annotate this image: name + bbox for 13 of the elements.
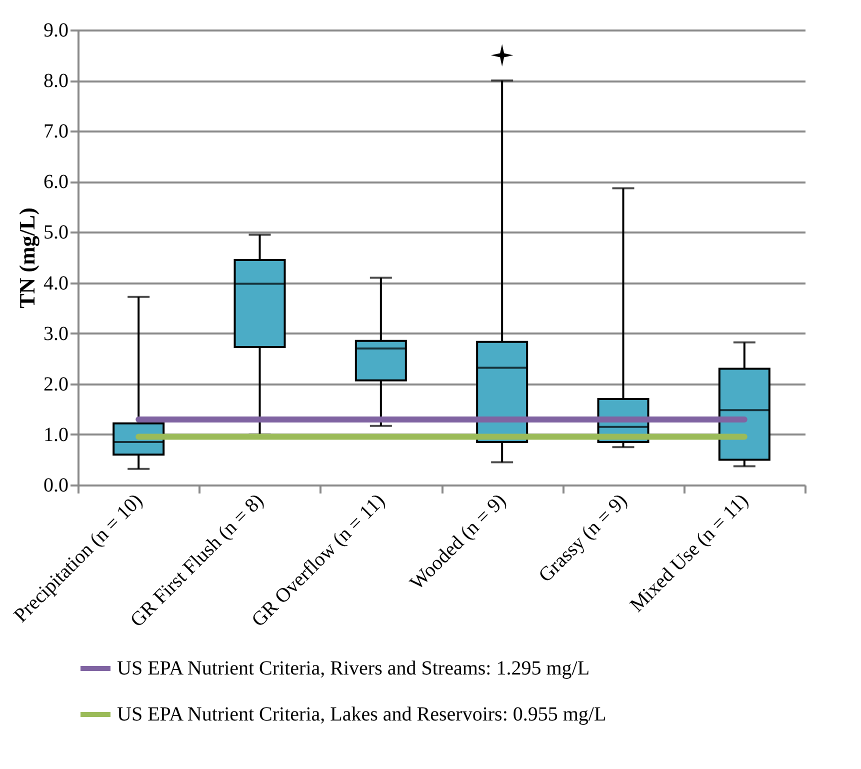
y-tick-label: 4.0: [44, 272, 68, 294]
y-tick-label: 0.0: [44, 474, 68, 496]
y-tick-label: 8.0: [44, 70, 68, 92]
y-axis-title: TN (mg/L): [14, 208, 40, 308]
y-tick-label: 2.0: [44, 373, 68, 396]
y-tick-label: 5.0: [44, 222, 68, 244]
legend-label: US EPA Nutrient Criteria, Rivers and Streams: 1.295 mg/L: [117, 658, 590, 680]
y-tick-label: 7.0: [44, 120, 68, 143]
y-tick-label: 6.0: [44, 171, 68, 194]
legend-label: US EPA Nutrient Criteria, Lakes and Reservoirs: 0.955 mg/L: [117, 704, 606, 726]
y-tick-label: 9.0: [44, 20, 68, 42]
y-tick-label: 3.0: [44, 322, 68, 345]
y-tick-label: 1.0: [44, 424, 68, 446]
